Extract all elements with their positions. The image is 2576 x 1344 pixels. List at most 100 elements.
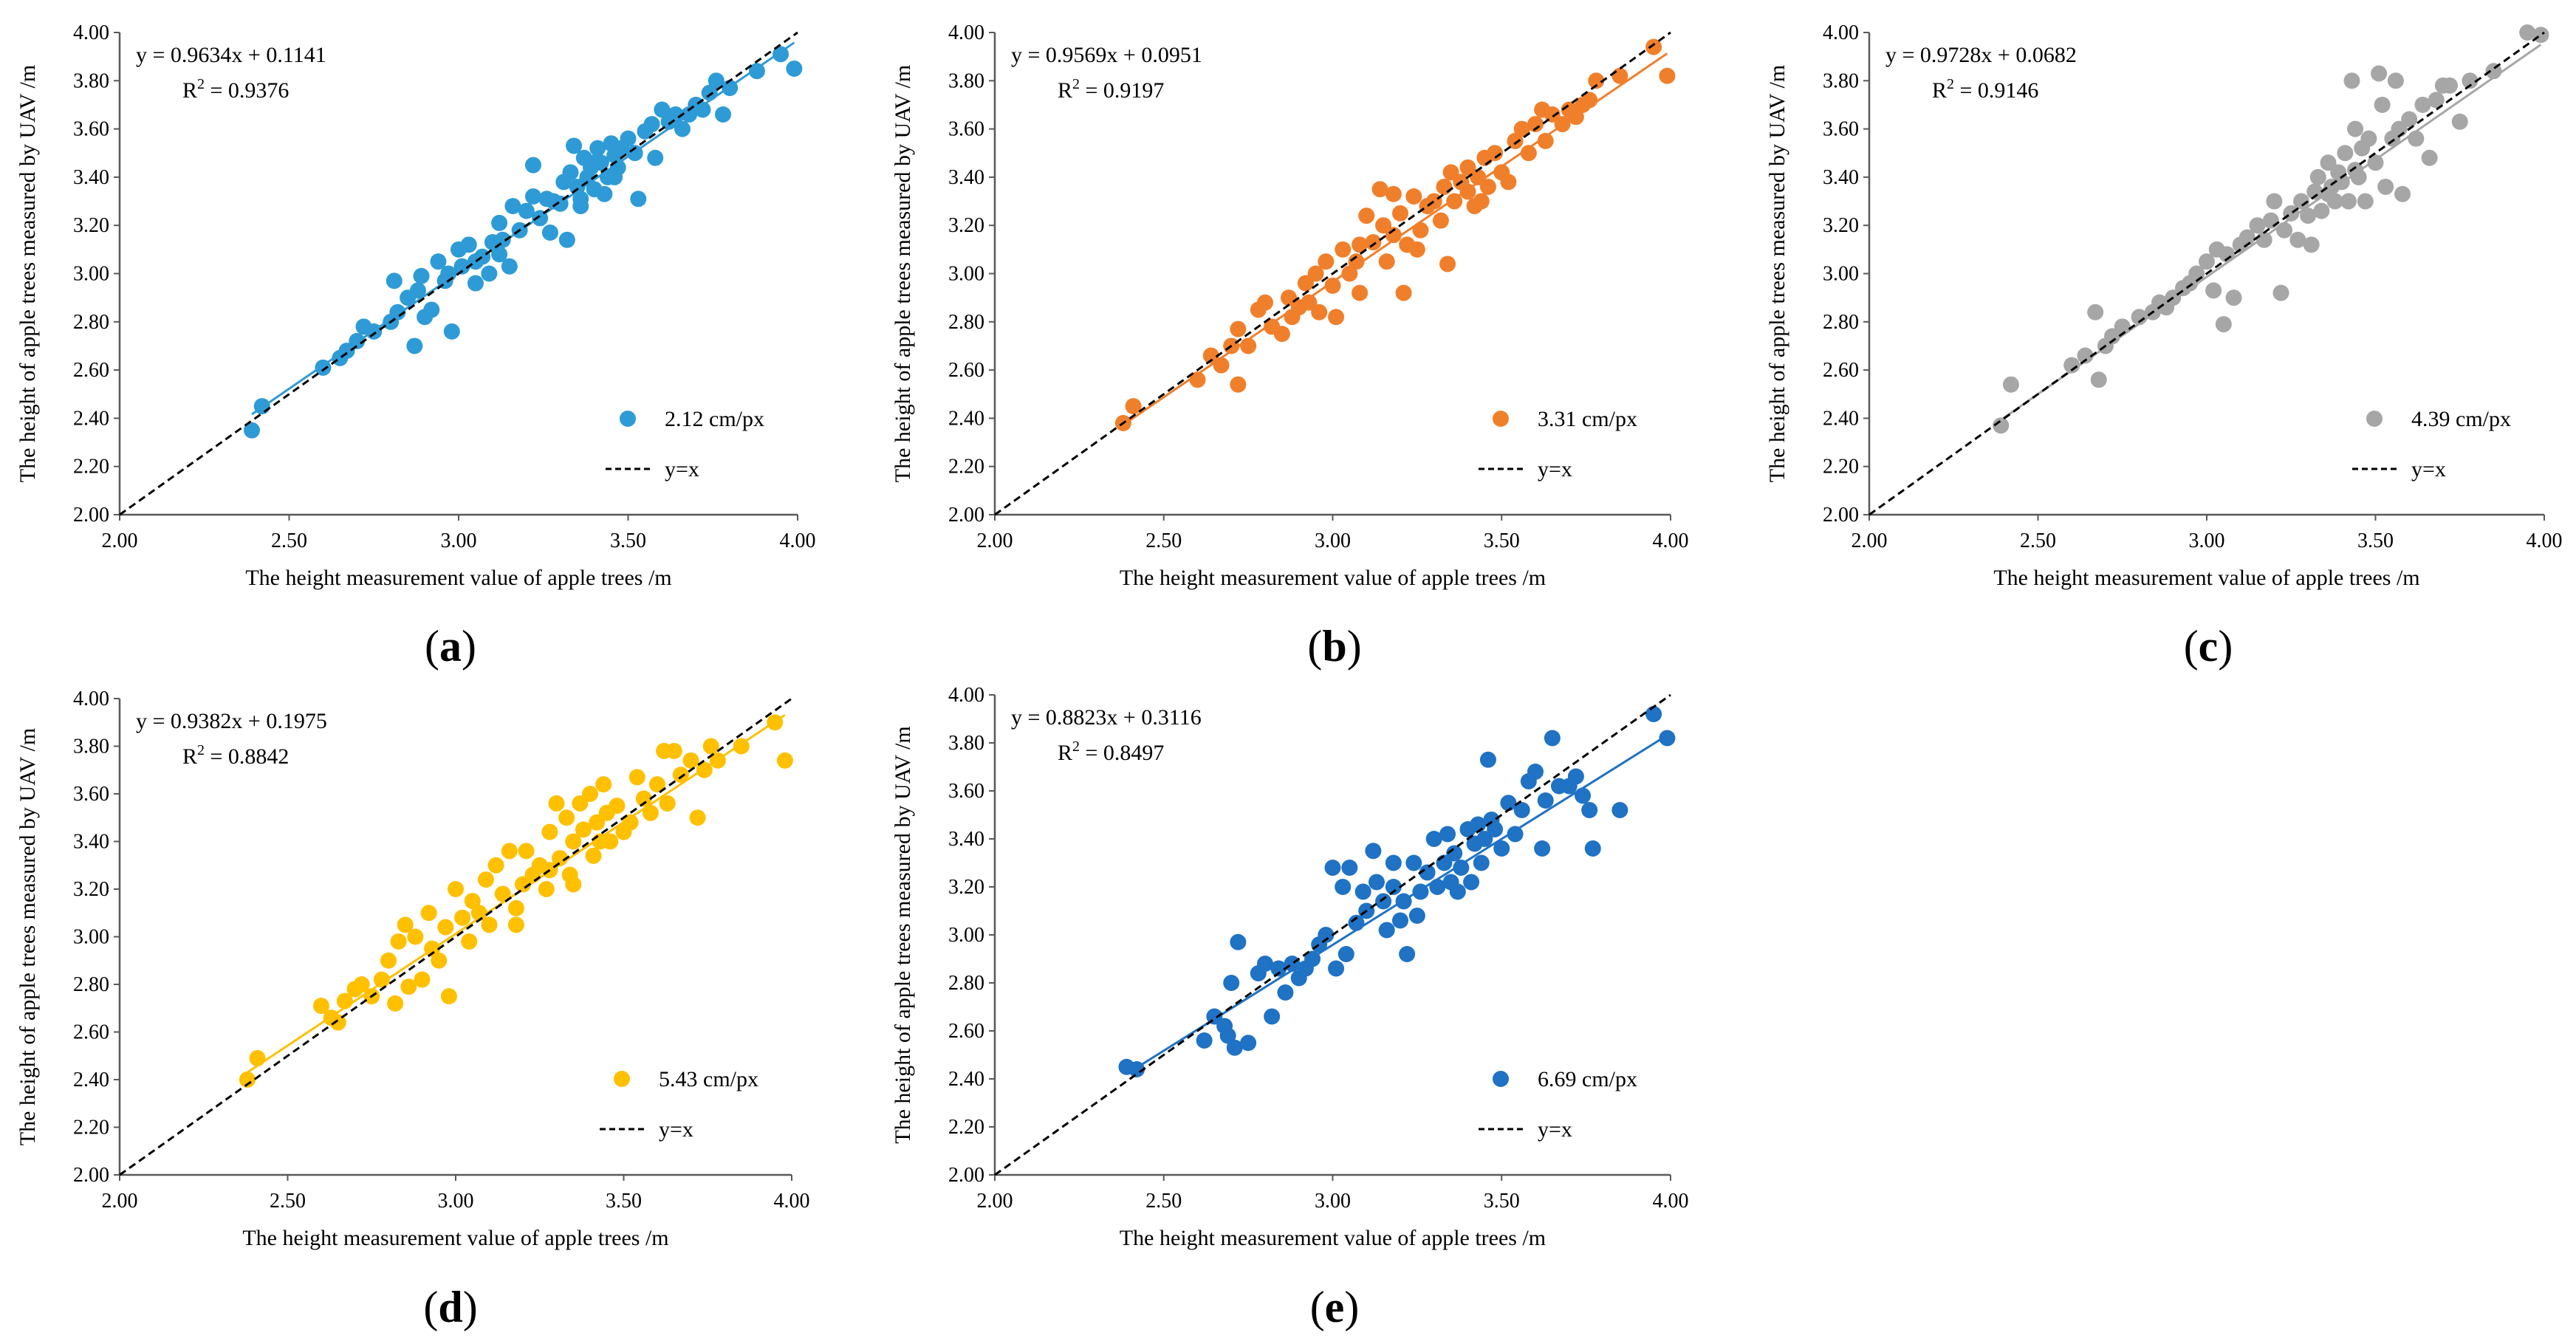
data-point	[2337, 145, 2354, 162]
data-point	[786, 60, 803, 77]
data-point	[1500, 174, 1517, 191]
chart-panel-b: 2.00 2.20 2.40 2.60 2.80 3.00 3.20 3.40 3.60 3.80…	[891, 21, 1689, 671]
y-tick-label: 3.80	[73, 69, 109, 92]
y-tick-label: 3.00	[948, 263, 984, 286]
y-tick-label: 3.40	[948, 166, 984, 189]
chart-panel-c: 2.00 2.20 2.40 2.60 2.80 3.00 3.20 3.40 3.60 3.80…	[1765, 21, 2563, 671]
data-point	[2367, 154, 2384, 171]
y-tick-label: 2.80	[948, 972, 984, 995]
legend-label: y=x	[665, 457, 699, 481]
data-point	[464, 893, 481, 910]
data-point	[1659, 730, 1676, 747]
data-point	[1277, 984, 1294, 1001]
data-point	[481, 265, 498, 282]
data-point	[589, 140, 606, 157]
data-point	[2347, 120, 2364, 137]
data-point	[1645, 38, 1662, 55]
data-point	[443, 323, 460, 340]
x-tick-label: 2.00	[102, 1190, 138, 1213]
data-point	[524, 188, 541, 205]
data-point	[596, 185, 613, 202]
data-point	[2087, 304, 2104, 320]
data-point	[437, 919, 454, 936]
data-point	[313, 998, 329, 1015]
data-point	[1392, 205, 1408, 222]
y-tick-label: 3.60	[73, 783, 109, 806]
y-tick-label: 2.00	[948, 504, 984, 527]
data-point	[1328, 960, 1345, 977]
x-tick-label: 2.00	[1852, 529, 1888, 552]
data-point	[2414, 96, 2431, 113]
data-point	[2262, 212, 2279, 229]
data-point	[548, 795, 565, 812]
data-point	[1473, 193, 1490, 210]
data-point	[507, 899, 524, 916]
y-tick-label: 2.40	[948, 1068, 984, 1091]
data-point	[630, 191, 647, 208]
panel-label: (b)	[1307, 622, 1361, 671]
y-tick-label: 2.00	[73, 1164, 109, 1187]
x-tick-label: 3.00	[1315, 529, 1351, 552]
data-point	[1352, 284, 1368, 301]
data-point	[470, 905, 487, 922]
x-tick-label: 2.00	[977, 1190, 1013, 1213]
data-point	[558, 231, 575, 248]
data-point	[1419, 864, 1436, 881]
data-point	[1257, 956, 1273, 972]
data-point	[1479, 751, 1496, 768]
data-point	[2219, 246, 2236, 263]
regression-equation: y = 0.9569x + 0.0951	[1011, 43, 1202, 67]
data-point	[1354, 883, 1371, 900]
data-point	[1425, 831, 1442, 847]
data-point	[702, 738, 719, 755]
data-point	[1405, 188, 1422, 205]
data-point	[1500, 795, 1517, 812]
data-point	[582, 786, 598, 802]
data-point	[1442, 164, 1459, 181]
legend-marker	[614, 1071, 630, 1087]
data-point	[1365, 234, 1382, 251]
x-tick-label: 4.00	[1653, 529, 1689, 552]
data-point	[1473, 854, 1490, 871]
data-point	[1449, 883, 1466, 900]
data-point	[1659, 67, 1676, 84]
data-point	[386, 272, 402, 289]
data-point	[2272, 284, 2289, 301]
data-point	[2300, 208, 2317, 224]
chart-panel-a: 2.00 2.20 2.40 2.60 2.80 3.00 3.20 3.40 3.60 3.80…	[16, 21, 816, 671]
legend-label: 5.43 cm/px	[659, 1067, 758, 1091]
data-point	[694, 101, 711, 118]
x-tick-label: 3.50	[606, 1190, 642, 1213]
data-point	[538, 881, 555, 897]
identity-line	[994, 31, 1671, 516]
data-point	[1399, 946, 1416, 962]
trend-line	[1123, 52, 1668, 426]
data-point	[1352, 236, 1368, 253]
data-point	[649, 776, 665, 793]
data-point	[1385, 185, 1402, 202]
data-point	[2347, 162, 2364, 179]
data-point	[501, 258, 518, 275]
data-point	[1470, 168, 1487, 185]
data-point	[1324, 277, 1341, 294]
data-point	[390, 933, 407, 950]
data-point	[565, 833, 582, 850]
data-point	[2387, 72, 2404, 89]
y-tick-label: 2.00	[948, 1164, 984, 1187]
data-point	[748, 63, 765, 80]
data-point	[420, 905, 437, 922]
r-squared-label: R2 = 0.9376	[182, 76, 289, 103]
data-point	[2002, 376, 2019, 393]
data-point	[689, 809, 706, 826]
data-point	[409, 282, 426, 299]
y-tick-label: 2.60	[948, 359, 984, 382]
data-point	[2408, 130, 2425, 147]
data-point	[1537, 132, 1554, 149]
y-axis-title: The height of apple trees measured by UA…	[891, 65, 915, 482]
data-point	[2276, 222, 2293, 239]
data-point	[515, 876, 531, 893]
chart-panel-e: 2.00 2.20 2.40 2.60 2.80 3.00 3.20 3.40 3.60 3.80…	[891, 684, 1689, 1331]
panel-label: (e)	[1310, 1283, 1360, 1331]
data-point	[413, 267, 430, 284]
data-point	[1375, 217, 1392, 234]
